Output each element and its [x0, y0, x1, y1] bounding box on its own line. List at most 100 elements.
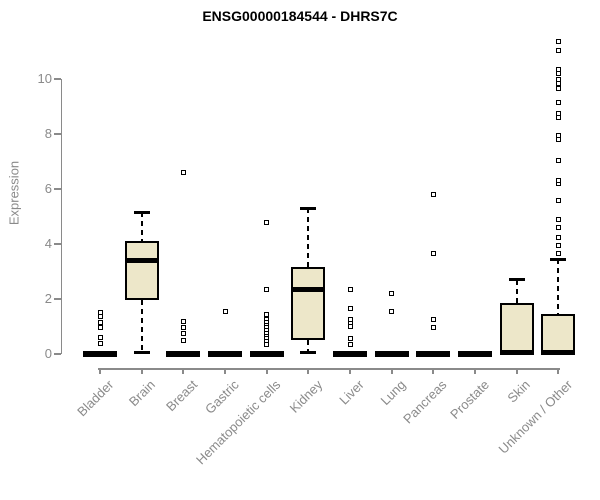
upper-whisker [515, 279, 518, 304]
upper-whisker [557, 259, 560, 315]
flat-box-Breast [166, 351, 201, 357]
y-tick-mark [54, 298, 61, 300]
x-tick-mark [432, 368, 435, 374]
outlier-point [555, 110, 561, 116]
outlier-point [555, 216, 561, 222]
outlier-point [430, 192, 436, 197]
outlier-point [555, 197, 561, 203]
flat-box-Lung [374, 351, 409, 357]
x-tick-mark [557, 368, 560, 374]
outlier-point [555, 132, 561, 138]
outlier-point [97, 314, 103, 320]
outlier-point [222, 308, 228, 314]
outlier-point [180, 170, 186, 175]
outlier-point [264, 219, 270, 225]
flat-box-Gastric [208, 351, 242, 357]
upper-whisker-cap [550, 257, 567, 261]
x-tick-mark [474, 368, 477, 374]
lower-whisker [140, 300, 143, 353]
outlier-point [389, 291, 395, 296]
x-tick-mark [265, 368, 268, 374]
outlier-point [347, 306, 353, 312]
x-tick-mark [99, 368, 101, 374]
box-Kidney [291, 267, 326, 341]
x-tick-mark [182, 368, 185, 374]
outlier-point [555, 66, 561, 72]
upper-whisker [307, 208, 310, 268]
y-tick-label: 6 [44, 181, 52, 196]
y-tick-label: 0 [44, 346, 52, 361]
outlier-point [180, 318, 186, 324]
outlier-point [430, 251, 436, 257]
outlier-point [389, 308, 395, 314]
outlier-point [264, 311, 270, 317]
y-tick-label: 4 [44, 236, 52, 251]
outlier-point [97, 335, 103, 340]
x-tick-mark [224, 368, 226, 374]
lower-whisker-cap [133, 351, 150, 355]
flat-box-Prostate [458, 351, 493, 357]
upper-whisker-cap [300, 206, 317, 210]
flat-box-Pancreas [416, 351, 451, 357]
x-axis-line [98, 368, 561, 370]
outlier-point [264, 341, 270, 347]
outlier-point [555, 76, 561, 82]
outlier-point [555, 157, 561, 163]
y-tick-label: 8 [44, 126, 52, 141]
outlier-point [555, 251, 561, 257]
outlier-point [555, 99, 561, 105]
median-line [499, 350, 534, 356]
box-Unknown / Other [541, 314, 576, 354]
outlier-point [97, 340, 103, 346]
outlier-point [264, 286, 270, 292]
x-tick-mark [349, 368, 352, 374]
y-tick-mark [54, 243, 61, 245]
outlier-point [555, 86, 561, 92]
outlier-point [180, 330, 186, 336]
outlier-point [347, 324, 353, 329]
outlier-point [555, 178, 561, 184]
flat-box-Hematopoietic cells [249, 351, 284, 357]
outlier-point [347, 341, 353, 347]
outlier-point [430, 325, 436, 331]
x-tick-label-lung: Lung [377, 377, 409, 409]
x-tick-mark [515, 368, 518, 374]
x-tick-label-breast: Breast [162, 377, 200, 415]
outlier-point [97, 325, 103, 331]
outlier-point [97, 319, 103, 325]
lower-whisker-cap [300, 351, 317, 355]
x-tick-label-pancreas: Pancreas [400, 377, 450, 427]
flat-box-Liver [333, 351, 368, 357]
x-tick-mark [307, 368, 310, 374]
outlier-point [555, 225, 561, 230]
outlier-point [555, 39, 561, 45]
upper-whisker [140, 212, 143, 242]
x-tick-label-bladder: Bladder [74, 377, 117, 420]
y-axis-line [60, 79, 62, 354]
outlier-point [555, 234, 561, 240]
box-Skin [499, 303, 534, 354]
median-line [124, 258, 159, 263]
lower-whisker [307, 340, 310, 353]
box-Brain [124, 241, 159, 301]
upper-whisker-cap [508, 278, 525, 282]
y-tick-label: 10 [37, 71, 52, 86]
x-tick-label-gastric: Gastric [201, 377, 242, 417]
x-tick-label-brain: Brain [126, 377, 159, 410]
outlier-point [180, 337, 186, 343]
outlier-point [347, 336, 353, 342]
flat-box-Bladder [83, 351, 117, 357]
outlier-point [555, 242, 561, 248]
chart-title: ENSG00000184544 - DHRS7C [202, 8, 398, 24]
x-tick-label-liver: Liver [336, 377, 367, 408]
y-tick-mark [54, 188, 61, 190]
upper-whisker-cap [133, 210, 150, 214]
outlier-point [430, 317, 436, 323]
x-tick-label-unknown-other: Unknown / Other [495, 377, 575, 457]
y-tick-mark [54, 353, 61, 355]
y-tick-mark [54, 133, 61, 135]
x-tick-label-prostate: Prostate [446, 377, 492, 422]
y-tick-mark [54, 78, 61, 80]
median-line [291, 286, 326, 292]
